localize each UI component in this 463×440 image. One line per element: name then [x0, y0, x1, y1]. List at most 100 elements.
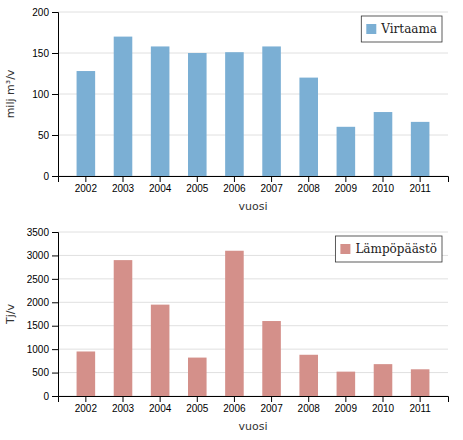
- legend-label: Virtaama: [380, 22, 437, 36]
- x-tick-mark: [308, 176, 309, 182]
- y-tick-mark: [52, 232, 58, 233]
- y-tick-label: 2500: [27, 274, 50, 285]
- legend-label: Lämpöpäästö: [355, 242, 437, 256]
- bar: [337, 127, 356, 176]
- x-tick-mark: [271, 176, 272, 182]
- x-tick-mark: [197, 396, 198, 402]
- x-tick-label: 2006: [223, 403, 246, 414]
- panel: 0500100015002000250030003500200220032004…: [4, 227, 449, 433]
- bar: [188, 358, 207, 396]
- legend-swatch: [340, 244, 350, 254]
- y-tick: 0: [43, 391, 58, 402]
- y-tick-label: 150: [32, 48, 49, 59]
- bar: [151, 305, 170, 396]
- x-tick: 2007: [260, 396, 283, 414]
- y-tick-label: 50: [38, 130, 50, 141]
- legend-item: Virtaama: [366, 22, 437, 36]
- x-tick: 2011: [409, 396, 431, 414]
- y-tick: 2500: [27, 274, 58, 285]
- x-tick-label: 2002: [75, 403, 98, 414]
- figure: 0501001502002002200320042005200620072008…: [0, 0, 463, 440]
- y-tick-label: 500: [32, 367, 49, 378]
- x-tick-label: 2005: [186, 183, 209, 194]
- bar: [114, 260, 133, 396]
- x-tick-mark: [345, 396, 346, 402]
- y-tick-label: 3000: [27, 250, 50, 261]
- x-tick: 2002: [75, 396, 98, 414]
- x-tick-mark: [85, 176, 86, 182]
- x-tick-label: 2011: [409, 403, 431, 414]
- x-tick-mark: [383, 176, 384, 182]
- y-tick: 0: [43, 171, 58, 182]
- legend: Lämpöpäästö: [335, 236, 442, 262]
- bar: [114, 37, 133, 176]
- y-tick: 50: [38, 130, 58, 141]
- x-tick-mark: [160, 396, 161, 402]
- y-axis: 0 500 1000 1500 2000 2500 3000 3500: [27, 227, 59, 402]
- x-axis-line: [59, 397, 449, 403]
- bar: [411, 369, 430, 396]
- x-tick-label: 2008: [298, 403, 321, 414]
- bars: [77, 251, 430, 396]
- x-tick: 2011: [409, 176, 431, 194]
- y-tick-label: 100: [32, 89, 49, 100]
- x-tick-mark: [420, 176, 421, 182]
- x-tick-mark: [271, 396, 272, 402]
- bar: [225, 251, 244, 396]
- y-tick: 1500: [27, 320, 58, 331]
- x-tick-label: 2007: [260, 403, 283, 414]
- x-tick-label: 2005: [186, 403, 209, 414]
- x-tick-label: 2010: [372, 183, 395, 194]
- x-tick-mark: [345, 176, 346, 182]
- bar: [374, 364, 393, 396]
- x-tick: 2002: [75, 176, 98, 194]
- x-tick-label: 2003: [112, 183, 135, 194]
- grid-line: [58, 12, 448, 13]
- x-tick-label: 2009: [335, 403, 358, 414]
- x-tick-mark: [234, 176, 235, 182]
- bar: [299, 78, 318, 176]
- y-tick-label: 0: [43, 171, 49, 182]
- x-tick-mark: [123, 396, 124, 402]
- bar: [299, 355, 318, 396]
- y-tick: 500: [32, 367, 58, 378]
- y-axis-line: [52, 233, 59, 397]
- x-axis-title: vuosi: [239, 420, 268, 433]
- x-tick: 2007: [260, 176, 283, 194]
- panel: 0501001502002002200320042005200620072008…: [4, 7, 449, 213]
- bars: [77, 37, 430, 176]
- x-tick-label: 2008: [298, 183, 321, 194]
- x-tick: 2009: [335, 176, 358, 194]
- x-axis: 2002200320042005200620072008200920102011: [59, 396, 449, 414]
- x-tick-mark: [308, 396, 309, 402]
- bar: [77, 71, 96, 176]
- y-tick-mark: [52, 279, 58, 280]
- y-tick-mark: [52, 94, 58, 95]
- x-tick: 2009: [335, 396, 358, 414]
- y-axis-title: Tj/v: [4, 304, 17, 325]
- y-tick-mark: [52, 396, 58, 397]
- y-tick: 100: [32, 89, 58, 100]
- x-tick-label: 2011: [409, 183, 431, 194]
- y-tick-mark: [52, 176, 58, 177]
- bar: [262, 46, 281, 176]
- bar: [151, 46, 170, 176]
- y-tick-label: 1000: [27, 344, 50, 355]
- x-tick: 2006: [223, 176, 246, 194]
- bar: [411, 122, 430, 176]
- y-tick-label: 3500: [27, 227, 50, 238]
- y-tick: 2000: [27, 297, 58, 308]
- y-tick-mark: [52, 373, 58, 374]
- y-tick-mark: [52, 255, 58, 256]
- x-tick-label: 2009: [335, 183, 358, 194]
- x-tick-label: 2006: [223, 183, 246, 194]
- x-tick-mark: [420, 396, 421, 402]
- y-tick: 150: [32, 48, 58, 59]
- y-tick-mark: [52, 12, 58, 13]
- x-tick-mark: [160, 176, 161, 182]
- x-tick-mark: [123, 176, 124, 182]
- x-tick-label: 2010: [372, 403, 395, 414]
- x-tick-mark: [85, 396, 86, 402]
- x-tick: 2008: [298, 396, 321, 414]
- x-tick-label: 2007: [260, 183, 283, 194]
